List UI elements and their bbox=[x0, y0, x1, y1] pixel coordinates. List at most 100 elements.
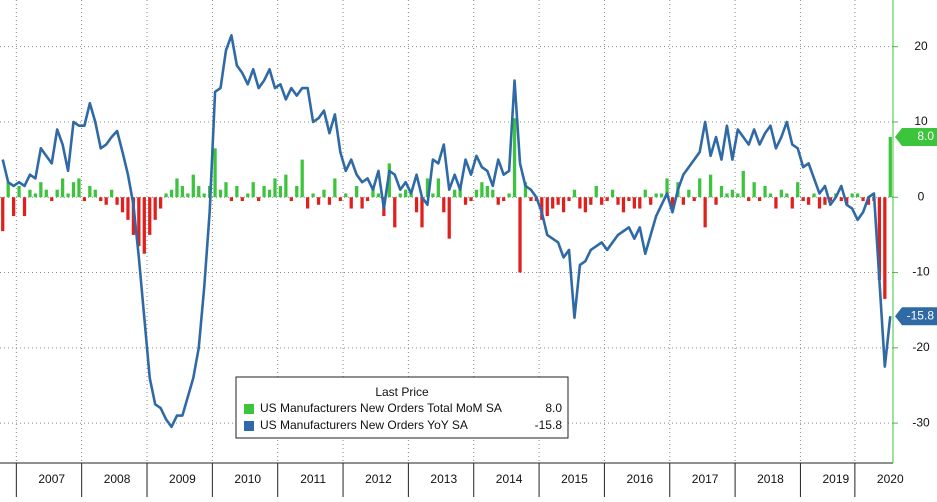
bar bbox=[420, 197, 424, 228]
bar bbox=[355, 185, 359, 198]
bar bbox=[338, 197, 342, 202]
bar bbox=[33, 193, 38, 198]
y-tick-label: 10 bbox=[914, 114, 928, 128]
bar bbox=[806, 197, 811, 205]
bar bbox=[812, 193, 816, 198]
bar bbox=[861, 197, 865, 202]
bar bbox=[349, 197, 353, 209]
bar bbox=[431, 193, 435, 198]
legend-box bbox=[235, 376, 569, 439]
bar bbox=[284, 174, 288, 198]
bar bbox=[447, 197, 451, 239]
bar bbox=[730, 189, 735, 198]
bar bbox=[741, 170, 745, 198]
bar bbox=[409, 193, 413, 198]
bar bbox=[398, 193, 402, 198]
bar bbox=[556, 197, 560, 205]
bar bbox=[747, 197, 751, 202]
bar bbox=[458, 185, 462, 198]
bar bbox=[55, 189, 59, 198]
bar bbox=[436, 178, 440, 198]
bar bbox=[687, 189, 691, 198]
tag-label: -15.8 bbox=[907, 308, 935, 322]
last-value-tag: -15.8 bbox=[895, 307, 937, 326]
bar bbox=[703, 197, 707, 228]
legend-title: Last Price bbox=[375, 385, 429, 399]
bar bbox=[665, 178, 669, 198]
bar bbox=[823, 197, 827, 205]
bar bbox=[469, 197, 473, 202]
bar bbox=[393, 197, 397, 228]
bar bbox=[796, 182, 800, 198]
bar bbox=[104, 197, 108, 205]
bar bbox=[365, 197, 370, 202]
bar bbox=[790, 197, 794, 209]
bar bbox=[491, 189, 495, 198]
legend-label: US Manufacturers New Orders YoY SA bbox=[260, 418, 468, 432]
bar bbox=[153, 197, 157, 220]
bar bbox=[99, 197, 103, 202]
bar bbox=[344, 193, 348, 198]
bar bbox=[708, 174, 713, 198]
bar bbox=[306, 197, 310, 209]
bar bbox=[523, 182, 528, 198]
bar bbox=[191, 174, 195, 198]
bar bbox=[714, 197, 718, 205]
bar bbox=[115, 197, 119, 205]
bar bbox=[278, 185, 283, 198]
bar bbox=[175, 178, 179, 198]
bar bbox=[883, 197, 887, 299]
x-tick-label: 2010 bbox=[234, 472, 261, 486]
bar bbox=[855, 193, 860, 198]
bar bbox=[93, 189, 97, 198]
bar bbox=[610, 189, 615, 198]
bar bbox=[692, 197, 696, 202]
bar bbox=[1, 197, 5, 232]
line bbox=[1, 34, 892, 429]
bar bbox=[752, 182, 756, 198]
x-tick-label: 2015 bbox=[561, 472, 588, 486]
bar bbox=[246, 193, 250, 198]
bar bbox=[404, 189, 408, 198]
bar bbox=[572, 189, 577, 198]
bar bbox=[180, 185, 185, 198]
bar bbox=[757, 197, 762, 202]
bar bbox=[213, 148, 217, 198]
bar bbox=[148, 197, 152, 235]
bar bbox=[621, 197, 626, 213]
bar bbox=[202, 193, 206, 198]
y-tick-label: -10 bbox=[912, 265, 930, 279]
x-tick-label: 2008 bbox=[104, 472, 131, 486]
x-tick-label: 2019 bbox=[822, 472, 849, 486]
bar bbox=[583, 197, 587, 213]
bar bbox=[137, 197, 141, 247]
bar bbox=[545, 197, 549, 217]
bar bbox=[578, 197, 582, 209]
bar bbox=[186, 193, 190, 198]
bar bbox=[474, 189, 479, 198]
bar bbox=[235, 185, 239, 198]
bar bbox=[485, 185, 489, 198]
bar bbox=[44, 189, 48, 198]
bar bbox=[616, 197, 620, 205]
bar bbox=[71, 182, 76, 198]
bar bbox=[594, 185, 598, 198]
x-tick-label: 2017 bbox=[692, 472, 719, 486]
bar bbox=[109, 189, 114, 198]
legend-value: 8.0 bbox=[545, 401, 562, 415]
bar bbox=[551, 197, 555, 209]
bar bbox=[126, 197, 130, 220]
legend-swatch bbox=[244, 404, 254, 414]
bar bbox=[638, 197, 642, 209]
bar bbox=[120, 197, 125, 213]
bar bbox=[877, 197, 882, 281]
x-tick-label: 2018 bbox=[757, 472, 784, 486]
bar bbox=[50, 197, 54, 202]
bar bbox=[22, 197, 27, 217]
bar bbox=[257, 197, 261, 202]
bar bbox=[262, 185, 266, 198]
bar bbox=[240, 197, 244, 202]
bar bbox=[888, 137, 892, 198]
bar bbox=[371, 185, 375, 198]
